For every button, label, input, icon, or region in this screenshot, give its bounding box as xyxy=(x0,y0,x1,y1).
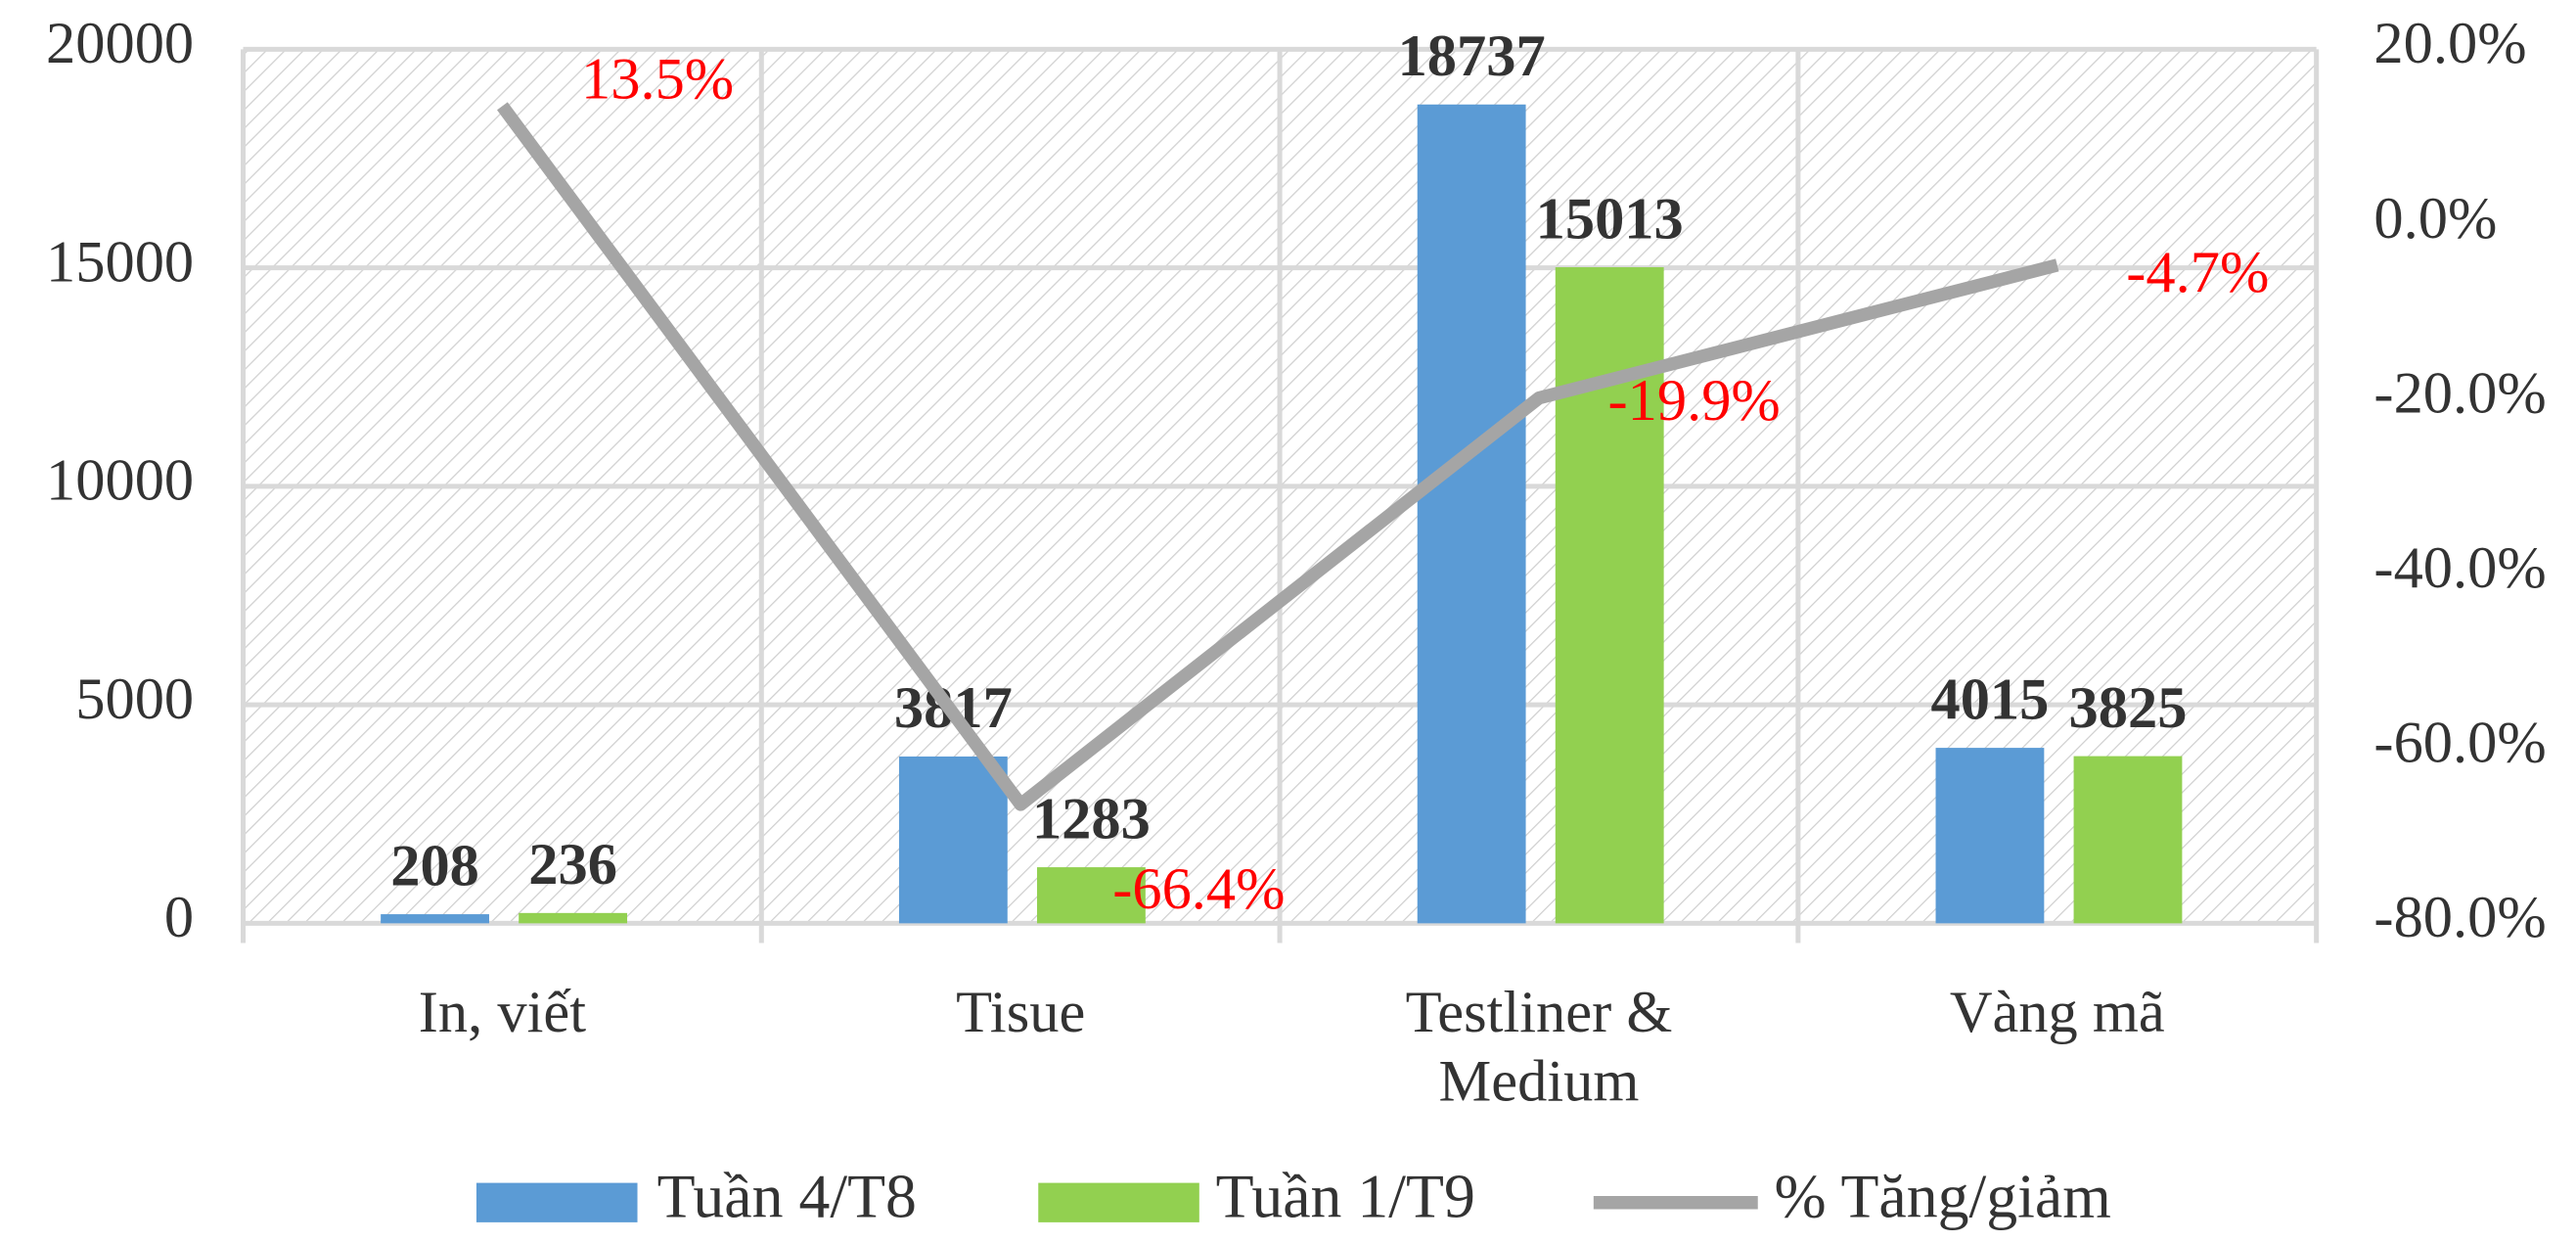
data-label: 3825 xyxy=(2069,675,2188,741)
y-tick-label: 20000 xyxy=(46,11,194,76)
x-tick-label: Testliner & Medium xyxy=(1405,979,1673,1115)
bar xyxy=(1935,748,2045,924)
line-data-label: -19.9% xyxy=(1608,368,1781,434)
bar xyxy=(1417,104,1526,924)
bar xyxy=(519,912,628,924)
data-label: 236 xyxy=(528,832,617,897)
bar xyxy=(2073,756,2183,924)
line-series xyxy=(497,102,2059,811)
x-tick-label: In, viết xyxy=(418,979,587,1045)
y-tick-label: 10000 xyxy=(46,448,194,514)
y2-tick-label: -80.0% xyxy=(2373,885,2546,950)
legend-swatch xyxy=(1038,1182,1199,1222)
data-label: 208 xyxy=(390,833,479,898)
bar xyxy=(1036,867,1146,924)
line-data-label: 13.5% xyxy=(581,46,734,112)
data-label: 4015 xyxy=(1930,667,2049,732)
bar xyxy=(898,756,1008,924)
data-label: 18737 xyxy=(1398,23,1546,89)
legend-swatch xyxy=(475,1182,638,1222)
y-tick-label: 0 xyxy=(164,885,194,950)
legend-label: Tuần 4/T8 xyxy=(657,1161,917,1230)
line-data-label: -66.4% xyxy=(1112,856,1285,922)
x-tick-label: Vàng mã xyxy=(1949,979,2165,1045)
y2-tick-label: 20.0% xyxy=(2373,11,2526,76)
y-tick-label: 15000 xyxy=(46,229,194,295)
data-label: 15013 xyxy=(1536,186,1684,252)
bar xyxy=(381,914,489,924)
y2-tick-label: -60.0% xyxy=(2373,711,2546,776)
legend-label: % Tăng/giảm xyxy=(1775,1161,2111,1230)
line-data-label: -4.7% xyxy=(2126,240,2269,305)
legend-label: Tuần 1/T9 xyxy=(1216,1161,1475,1230)
y2-tick-label: 0.0% xyxy=(2373,186,2497,252)
y2-tick-label: -20.0% xyxy=(2373,360,2546,426)
x-tick-label: Tisue xyxy=(956,979,1086,1045)
y-tick-label: 5000 xyxy=(75,667,194,732)
data-label: 1283 xyxy=(1032,786,1151,851)
y2-tick-label: -40.0% xyxy=(2373,535,2546,601)
